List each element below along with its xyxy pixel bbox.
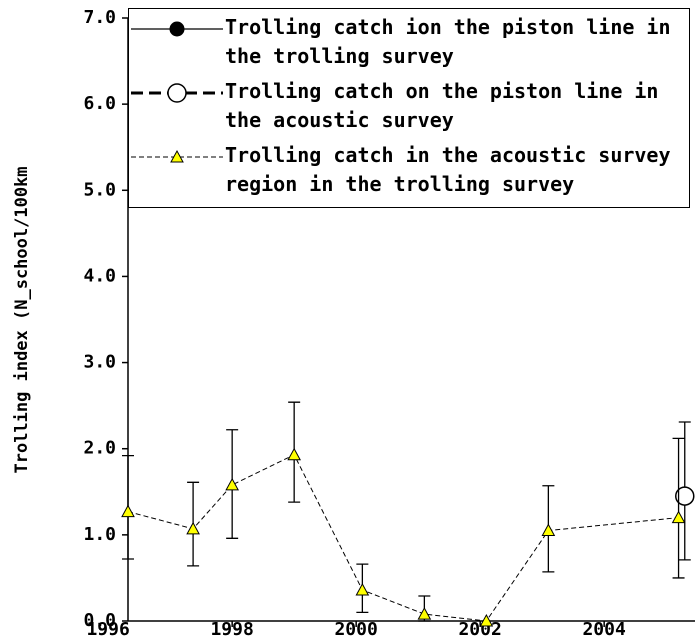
error-bar [672, 437, 685, 579]
legend-label: Trolling catch in the acoustic survey re… [225, 143, 671, 196]
y-tick-label: 5.0 [83, 179, 116, 200]
legend-marker [170, 149, 184, 163]
y-tick-label: 3.0 [83, 352, 116, 373]
x-tick-label: 1998 [210, 619, 253, 640]
x-tick-label: 2000 [334, 619, 377, 640]
y-tick-label: 0.0 [83, 610, 116, 631]
data-point [355, 582, 370, 596]
y-tick-label: 7.0 [83, 7, 116, 28]
data-point [121, 504, 135, 518]
x-tick-label: 2004 [582, 619, 626, 640]
y-tick-label: 2.0 [83, 438, 116, 459]
x-tick-label: 2002 [458, 619, 501, 640]
y-tick-label: 6.0 [83, 93, 116, 114]
legend-swatch [131, 149, 223, 163]
legend-swatch [131, 83, 223, 103]
y-tick-label: 4.0 [83, 265, 116, 286]
data-point [225, 477, 240, 491]
y-axis-label: Trolling index (N_school/100km [12, 166, 32, 473]
legend: Trolling catch ion the piston line in th… [128, 8, 690, 208]
legend-swatch [131, 21, 223, 37]
data-point [541, 523, 556, 537]
data-point [675, 486, 695, 506]
x-tick-label: 1996 [86, 619, 129, 640]
y-tick-label: 1.0 [83, 524, 116, 545]
data-point [186, 521, 200, 535]
legend-label: Trolling catch ion the piston line in th… [225, 15, 671, 68]
data-point [671, 510, 686, 524]
data-point [287, 447, 302, 461]
legend-marker [167, 83, 187, 103]
data-point [479, 613, 494, 627]
legend-marker [169, 21, 185, 37]
data-point [417, 607, 432, 620]
series-line [127, 454, 679, 622]
legend-label: Trolling catch on the piston line in the… [225, 79, 659, 132]
